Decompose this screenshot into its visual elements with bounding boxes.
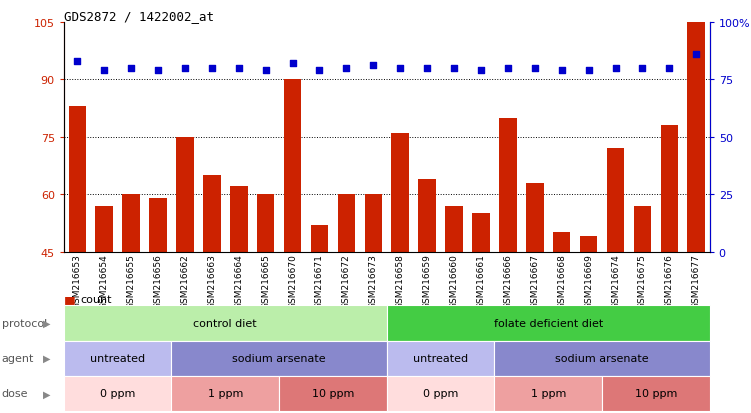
Bar <box>311 225 328 252</box>
Text: control diet: control diet <box>194 318 257 328</box>
Text: ▶: ▶ <box>43 318 50 328</box>
Bar <box>230 187 248 252</box>
Point <box>502 65 514 72</box>
Bar <box>580 237 597 252</box>
Point <box>663 65 675 72</box>
Point <box>125 65 137 72</box>
Bar <box>364 195 382 252</box>
Point <box>367 63 379 69</box>
Point <box>152 68 164 74</box>
Text: protocol: protocol <box>2 318 47 328</box>
Text: 10 ppm: 10 ppm <box>635 388 677 399</box>
Bar <box>472 214 490 252</box>
Bar <box>64 252 710 413</box>
Text: untreated: untreated <box>413 353 468 363</box>
Bar <box>122 195 140 252</box>
Text: 1 ppm: 1 ppm <box>530 388 566 399</box>
Text: ▶: ▶ <box>43 353 50 363</box>
Bar <box>687 23 705 252</box>
Bar <box>391 133 409 252</box>
Text: sodium arsenate: sodium arsenate <box>232 353 326 363</box>
Point <box>179 65 191 72</box>
Point <box>636 65 648 72</box>
Point <box>583 68 595 74</box>
Bar <box>149 199 167 252</box>
Point <box>421 65 433 72</box>
Bar <box>499 118 517 252</box>
Bar <box>95 206 113 252</box>
Text: count: count <box>80 294 112 304</box>
Point <box>98 68 110 74</box>
Point <box>394 65 406 72</box>
Bar <box>634 206 651 252</box>
Text: 10 ppm: 10 ppm <box>312 388 354 399</box>
Bar <box>445 206 463 252</box>
Point <box>206 65 218 72</box>
Text: 0 ppm: 0 ppm <box>423 388 458 399</box>
Point <box>340 65 352 72</box>
Text: ■: ■ <box>64 304 76 318</box>
Text: agent: agent <box>2 353 34 363</box>
Bar <box>418 179 436 252</box>
Text: untreated: untreated <box>90 353 145 363</box>
Text: ■: ■ <box>64 293 76 306</box>
Bar <box>257 195 274 252</box>
Point <box>260 68 272 74</box>
Point <box>690 52 702 58</box>
Point <box>287 61 299 67</box>
Point <box>610 65 622 72</box>
Bar <box>607 149 624 252</box>
Point <box>233 65 245 72</box>
Bar <box>338 195 355 252</box>
Text: 0 ppm: 0 ppm <box>100 388 135 399</box>
Text: sodium arsenate: sodium arsenate <box>555 353 649 363</box>
Bar <box>284 80 301 252</box>
Point <box>448 65 460 72</box>
Point <box>556 68 568 74</box>
Point <box>475 68 487 74</box>
Point <box>71 58 83 65</box>
Bar <box>68 107 86 252</box>
Text: dose: dose <box>2 388 28 399</box>
Bar <box>176 138 194 252</box>
Text: ▶: ▶ <box>43 388 50 399</box>
Point <box>529 65 541 72</box>
Bar <box>526 183 544 252</box>
Bar <box>661 126 678 252</box>
Text: GDS2872 / 1422002_at: GDS2872 / 1422002_at <box>64 10 214 23</box>
Point <box>313 68 325 74</box>
Bar <box>203 176 221 252</box>
Bar <box>553 233 571 252</box>
Text: percentile rank within the sample: percentile rank within the sample <box>80 306 268 316</box>
Text: 1 ppm: 1 ppm <box>207 388 243 399</box>
Text: folate deficient diet: folate deficient diet <box>493 318 603 328</box>
